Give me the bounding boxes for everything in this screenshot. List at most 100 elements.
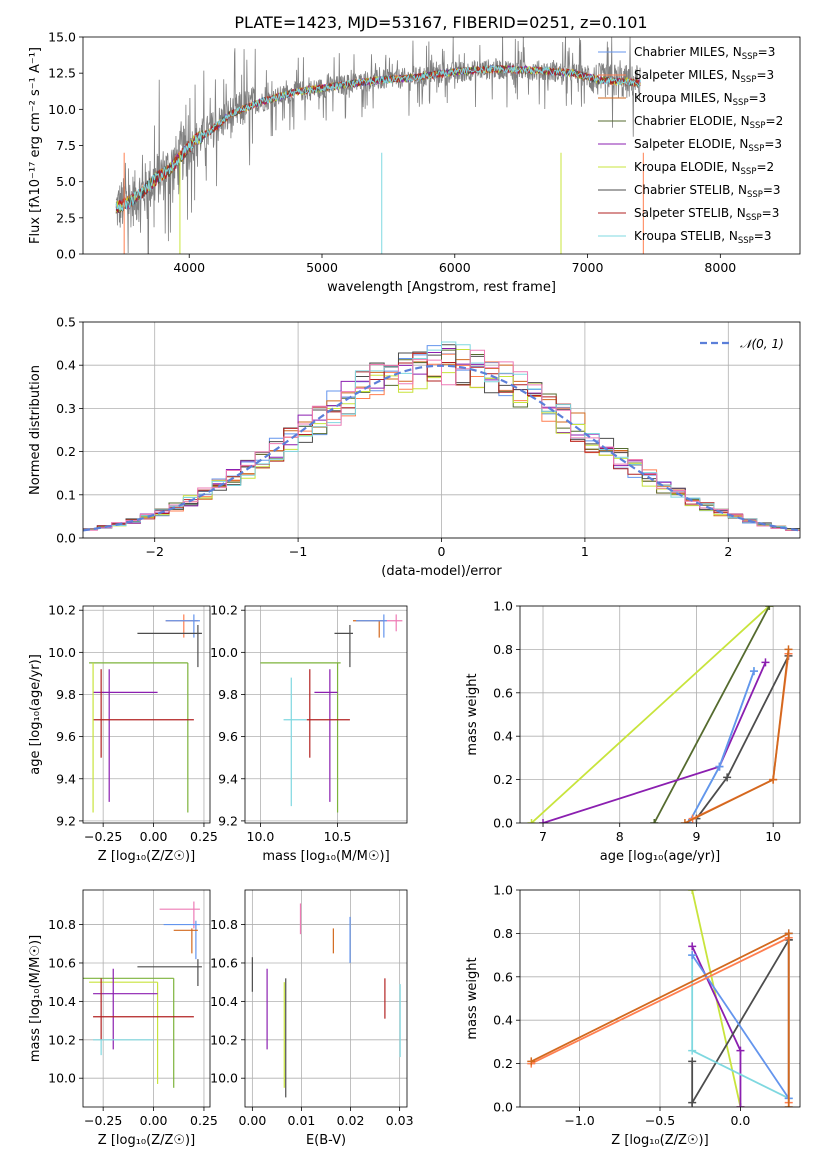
legend-entry-label: Salpeter ELODIE, N [634, 137, 748, 151]
y-tick-label: 9.8 [56, 687, 76, 702]
weight-marker [527, 819, 536, 823]
weight-marker [715, 762, 724, 771]
y-tick-label: 2.5 [56, 210, 76, 225]
grid-mass_vs_Z [83, 890, 210, 1107]
y-axis-label: Normed distribution [28, 365, 43, 495]
legend-entry-count: =3 [762, 206, 780, 220]
y-tick-label: 0.5 [56, 315, 76, 330]
legend-entry-count: =3 [763, 183, 781, 197]
panel-residuals: −2 −1 0 1 2 0.0 0.1 0.2 0.3 0.4 0.5 (data-model)/er… [28, 315, 801, 579]
normal-legend-label: 𝒩(0, 1) [740, 337, 784, 351]
weight-marker [688, 951, 697, 960]
y-tick-label: 10.0 [48, 102, 76, 117]
x-tick-label: 9 [692, 829, 700, 844]
weight-line [691, 946, 742, 1107]
y-tick-label: 12.5 [48, 66, 76, 81]
y-tick-label: 1.0 [493, 883, 513, 898]
x-tick-label: 8 [616, 829, 624, 844]
residual-histogram [83, 349, 800, 531]
x-tick-label: 4000 [173, 260, 205, 275]
legend-entry-label: Kroupa MILES, N [634, 91, 733, 105]
legend-entry: Chabrier STELIB, NSSP=3 [634, 183, 781, 200]
weight-marker [650, 819, 659, 823]
panel-spectrum: 4000 5000 6000 7000 8000 0.0 2.5 5.0 7.5 10.0 12.5… [28, 30, 801, 295]
y-tick-label: 5.0 [56, 174, 76, 189]
y-tick-label: 9.6 [56, 729, 76, 744]
y-axis-label: age [log₁₀(age/yr)] [28, 654, 43, 775]
x-tick-label: 10.5 [324, 829, 352, 844]
weight-marker [736, 1046, 745, 1055]
y-tick-label: 0.0 [493, 816, 513, 831]
y-tick-label: 9.2 [218, 813, 238, 828]
legend-entry: Salpeter MILES, NSSP=3 [634, 68, 774, 85]
panel-mass_vs_ebv: 0.00 0.01 0.02 0.03 10.0 10.2 10.4 10.6 10.8 E(B-… [210, 889, 414, 1148]
observed-spectrum [115, 37, 641, 254]
y-tick-label: 10.4 [48, 994, 76, 1009]
legend-entry: Chabrier MILES, NSSP=3 [634, 45, 775, 62]
x-tick-label: 0.00 [140, 829, 168, 844]
x-tick-label: 0.00 [140, 1113, 168, 1128]
weight-line [687, 670, 755, 823]
plot-area-mass_vs_Z [83, 901, 202, 1088]
x-tick-label: 0 [438, 544, 446, 559]
y-tick-label: 0.2 [493, 1056, 513, 1071]
y-tick-label: 10.0 [210, 1071, 238, 1086]
y-tick-label: 10.6 [210, 955, 238, 970]
y-tick-label: 0.4 [493, 729, 513, 744]
x-tick-label: 0.25 [190, 1113, 218, 1128]
y-tick-label: 10.4 [210, 994, 238, 1009]
y-tick-label: 0.4 [493, 1013, 513, 1028]
y-tick-label: 10.0 [48, 645, 76, 660]
weight-marker [784, 929, 793, 938]
x-tick-label: 10 [765, 829, 781, 844]
x-tick-label: 0.02 [337, 1113, 365, 1128]
y-axis-label: mass [log₁₀(M/M☉)] [28, 935, 43, 1062]
legend-entry-label: Salpeter MILES, N [634, 68, 741, 82]
x-tick-label: 7000 [572, 260, 604, 275]
grid-weight_vs_Z [520, 889, 800, 1108]
y-tick-label: 0.1 [56, 487, 76, 502]
x-tick-label: −0.5 [645, 1113, 675, 1128]
weight-marker [761, 658, 770, 667]
legend-entry-label: Chabrier MILES, N [634, 45, 742, 59]
normal-curve [83, 364, 800, 532]
x-tick-label: 7 [539, 829, 547, 844]
legend-entry-subscript: SSP [742, 52, 758, 62]
weight-marker [765, 606, 774, 610]
x-tick-label: 0.25 [190, 829, 218, 844]
y-tick-label: 0.8 [493, 926, 513, 941]
plot-area-weight_vs_Z [527, 890, 793, 1107]
y-axis-label: mass weight [465, 673, 480, 755]
panel-age_vs_mass: 10.0 10.5 9.2 9.4 9.6 9.8 10.0 10.2 mass [log₁₀(… [210, 603, 408, 864]
y-tick-label: 10.2 [210, 1032, 238, 1047]
plot-area-age_vs_Z [89, 614, 202, 813]
weight-marker [749, 667, 758, 676]
model-spectrum-line [115, 65, 641, 212]
weight-line [687, 670, 755, 823]
y-tick-label: 7.5 [56, 138, 76, 153]
legend-entry-subscript: SSP [746, 213, 762, 223]
x-axis-label: (data-model)/error [381, 564, 502, 579]
axes-frame [82, 36, 801, 255]
legend-entry: Salpeter STELIB, NSSP=3 [634, 206, 779, 223]
plot-area-mass_vs_ebv [251, 903, 401, 1098]
y-tick-label: 0.0 [56, 531, 76, 546]
y-tick-label: 10.2 [48, 603, 76, 618]
x-axis-label: Z [log₁₀(Z/Z☉)] [98, 849, 195, 864]
y-tick-label: 9.6 [218, 729, 238, 744]
weight-marker [723, 773, 732, 782]
weight-marker [784, 1103, 793, 1107]
axes-frame [519, 889, 801, 1108]
x-tick-label: −2 [145, 544, 163, 559]
x-axis-label: Z [log₁₀(Z/Z☉)] [98, 1133, 195, 1148]
x-tick-label: −0.25 [84, 829, 122, 844]
legend-entry: Chabrier ELODIE, NSSP=2 [634, 114, 783, 131]
y-tick-label: 9.8 [218, 687, 238, 702]
legend-entry-label: Chabrier ELODIE, N [634, 114, 750, 128]
x-axis-label: age [log₁₀(age/yr)] [600, 849, 721, 864]
weight-line [653, 606, 771, 823]
weight-marker [688, 1057, 697, 1066]
weight-marker [688, 890, 697, 894]
grid-age_vs_mass [245, 606, 407, 823]
